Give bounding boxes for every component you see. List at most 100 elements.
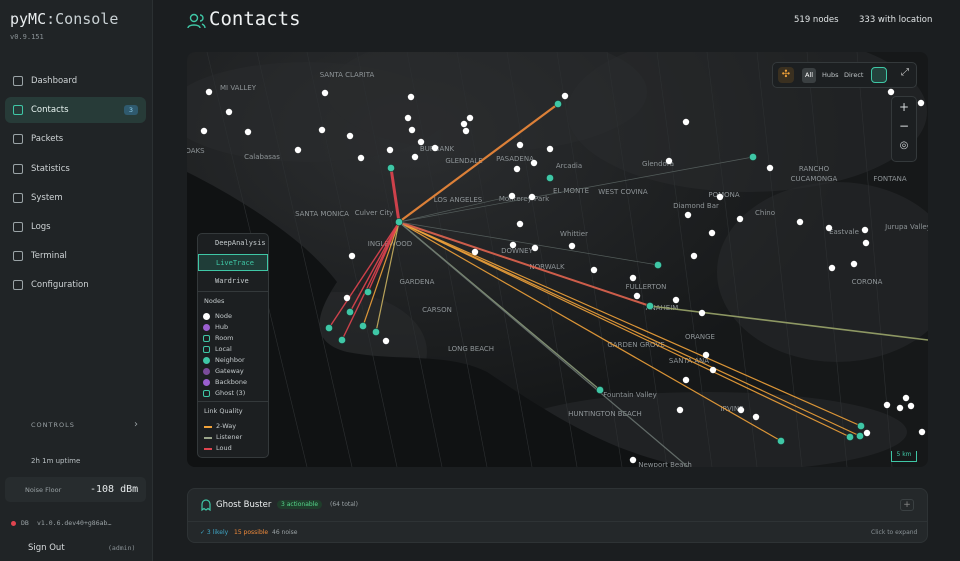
place-label: IRVINE — [720, 405, 743, 413]
legend-swatch — [203, 368, 210, 375]
node — [861, 226, 869, 234]
node — [825, 224, 833, 232]
filter-button[interactable]: Direct — [844, 71, 864, 79]
node — [200, 127, 208, 135]
node-count: 519 nodes — [794, 15, 839, 25]
node — [863, 429, 871, 437]
place-label: Glendora — [642, 160, 674, 168]
nav-item[interactable]: Statistics — [5, 156, 146, 182]
legend-item: Backbone — [203, 378, 247, 386]
mode-button[interactable]: LiveTrace — [198, 254, 268, 271]
zoom-in[interactable]: + — [898, 100, 910, 114]
place-label: Diamond Bar — [673, 202, 719, 210]
mode-button[interactable]: DeepAnalysis — [215, 239, 266, 247]
sign-out[interactable]: Sign Out — [28, 543, 65, 553]
node — [294, 146, 302, 154]
node — [796, 218, 804, 226]
link — [375, 221, 400, 333]
place-label: Culver City — [355, 209, 394, 217]
node — [408, 126, 416, 134]
nav-icon — [13, 251, 23, 262]
neighbor — [387, 164, 395, 172]
nav-item[interactable]: Configuration — [5, 272, 146, 298]
place-label: CUCAMONGA — [791, 175, 838, 183]
neighbor — [346, 308, 354, 316]
node — [737, 406, 745, 414]
section-divider — [198, 401, 268, 402]
node — [690, 252, 698, 260]
road — [406, 52, 488, 467]
neighbor — [596, 386, 604, 394]
total: (64 total) — [330, 501, 358, 508]
place-label: RANCHO — [799, 165, 830, 173]
neighbor — [325, 324, 333, 332]
place-label: ORANGE — [685, 333, 715, 341]
actionable-badge: 3 actionable — [277, 500, 323, 509]
neighbor — [654, 261, 662, 269]
node — [665, 157, 673, 165]
node — [225, 108, 233, 116]
neighbor — [857, 422, 865, 430]
filter-button[interactable]: All — [802, 68, 817, 83]
node — [752, 413, 760, 421]
nav-item[interactable]: Contacts 3 — [5, 97, 146, 124]
mode-button[interactable]: Wardrive — [215, 277, 249, 285]
road — [656, 52, 713, 467]
place-label: FULLERTON — [626, 283, 667, 291]
place-label: Newport Beach — [638, 461, 692, 467]
fullscreen-button[interactable]: ⤢ — [901, 67, 909, 78]
node — [896, 404, 904, 412]
node — [318, 126, 326, 134]
expand-button[interactable]: + — [900, 499, 914, 511]
link — [398, 221, 689, 467]
place-label: EL MONTE — [553, 187, 589, 195]
topo-button[interactable] — [871, 67, 887, 83]
place-label: Calabasas — [244, 153, 280, 161]
neighbor — [749, 153, 757, 161]
uptime: 2h 1m uptime — [31, 457, 81, 465]
legend-label: Listener — [216, 433, 243, 441]
node — [676, 406, 684, 414]
place-label: GARDEN GROVE — [607, 341, 664, 349]
link — [398, 221, 861, 437]
nav-badge: 3 — [123, 105, 138, 116]
place-label: SANTA CLARITA — [320, 71, 375, 79]
link — [649, 305, 928, 341]
compass[interactable]: ◎ — [899, 140, 909, 151]
node — [407, 93, 415, 101]
animate-button[interactable]: ✣ — [778, 67, 794, 83]
legend-label: Hub — [215, 323, 229, 331]
ghost-buster[interactable]: Ghost Buster 3 actionable (64 total) + ✓… — [187, 488, 928, 543]
nav-item[interactable]: Packets — [5, 126, 146, 152]
place-label: LOS ANGELES — [434, 196, 483, 204]
nav-item[interactable]: Dashboard — [5, 68, 146, 94]
node — [708, 229, 716, 237]
nav-label: Configuration — [31, 280, 89, 291]
place-label: HUNTINGTON BEACH — [568, 410, 642, 418]
node — [702, 351, 710, 359]
controls-toggle[interactable]: CONTROLS › — [11, 419, 139, 430]
road — [306, 52, 398, 467]
node — [716, 193, 724, 201]
road — [606, 52, 668, 467]
legend-item: Hub — [203, 323, 229, 331]
place-label: Arcadia — [556, 162, 582, 170]
legend-item: Gateway — [203, 367, 244, 375]
place-label: SANTA MONICA — [295, 210, 349, 218]
neighbor — [395, 218, 403, 226]
sidebar: pyMC:Console v0.9.151 Dashboard Contacts 3… — [0, 0, 153, 561]
legend-swatch — [203, 313, 210, 320]
zoom-out[interactable]: − — [898, 119, 910, 133]
road — [506, 52, 578, 467]
nav-item[interactable]: System — [5, 185, 146, 211]
legend-label: Gateway — [215, 367, 244, 375]
nav-item[interactable]: Logs — [5, 214, 146, 240]
filter-button[interactable]: Hubs — [822, 71, 839, 79]
node — [887, 88, 895, 96]
node — [682, 118, 690, 126]
nodes-title: Nodes — [204, 297, 225, 305]
place-label: Fountain Valley — [603, 391, 656, 399]
neighbor — [646, 302, 654, 310]
nav-item[interactable]: Terminal — [5, 243, 146, 269]
